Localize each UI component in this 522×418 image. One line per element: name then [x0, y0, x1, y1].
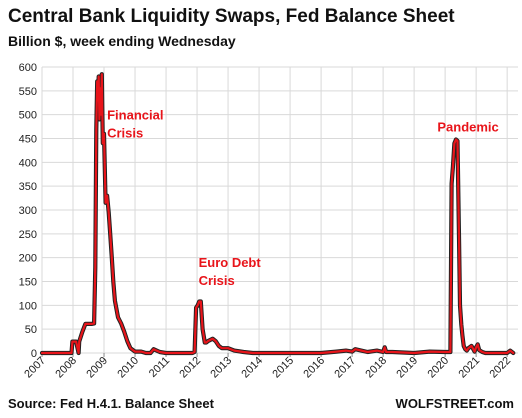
- x-tick-label: 2009: [84, 355, 110, 381]
- y-tick-label: 400: [19, 157, 37, 169]
- chart-title: Central Bank Liquidity Swaps, Fed Balanc…: [8, 6, 455, 27]
- y-tick-label: 450: [19, 134, 37, 146]
- y-tick-label: 500: [19, 110, 37, 122]
- y-tick-label: 300: [19, 205, 37, 217]
- x-tick-label: 2020: [425, 355, 451, 381]
- y-tick-label: 200: [19, 253, 37, 265]
- x-tick-label: 2008: [53, 355, 79, 381]
- annotations: Financial Crisis Euro Debt Crisis Pandemic: [107, 107, 499, 288]
- annotation-label: Financial: [107, 107, 163, 122]
- annotation-label: Euro Debt: [199, 255, 262, 270]
- source-note: Source: Fed H.4.1. Balance Sheet: [8, 396, 214, 411]
- y-tick-label: 600: [19, 62, 37, 74]
- grid-lines: [41, 66, 518, 354]
- x-tick-label: 2010: [115, 355, 141, 381]
- annotation-label: Pandemic: [437, 119, 498, 134]
- y-tick-label: 0: [31, 348, 37, 360]
- y-tick-label: 100: [19, 300, 37, 312]
- line-chart: 0 50 100 150 200 250 300 350 400 450 500 550 600 200…: [19, 62, 518, 380]
- y-axis: 0 50 100 150 200 250 300 350 400 450 500 550 600: [19, 62, 37, 360]
- chart-subtitle: Billion $, week ending Wednesday: [8, 33, 236, 49]
- series-layer: [39, 72, 516, 356]
- y-tick-label: 250: [19, 229, 37, 241]
- x-tick-label: 2014: [239, 355, 265, 381]
- annotation-label: Crisis: [107, 125, 143, 140]
- x-axis: 2007 2008 2009 2010 2011 2012 2013 2014 2015 2016…: [22, 353, 513, 380]
- x-tick-label: 2012: [177, 355, 203, 381]
- y-tick-label: 150: [19, 277, 37, 289]
- x-tick-label: 2017: [332, 355, 358, 381]
- annotation-label: Crisis: [199, 273, 235, 288]
- y-tick-label: 50: [25, 324, 37, 336]
- x-tick-label: 2015: [270, 355, 296, 381]
- brand-watermark: WOLFSTREET.com: [395, 396, 514, 411]
- x-tick-label: 2013: [208, 355, 234, 381]
- x-tick-label: 2018: [363, 355, 389, 381]
- x-tick-label: 2007: [22, 355, 48, 381]
- y-tick-label: 550: [19, 86, 37, 98]
- x-tick-label: 2011: [147, 355, 172, 380]
- x-tick-label: 2019: [394, 355, 420, 381]
- x-tick-label: 2021: [456, 355, 482, 381]
- x-tick-label: 2016: [301, 355, 327, 381]
- x-tick-label: 2022: [487, 355, 513, 381]
- series-line: [40, 73, 515, 355]
- y-tick-label: 350: [19, 181, 37, 193]
